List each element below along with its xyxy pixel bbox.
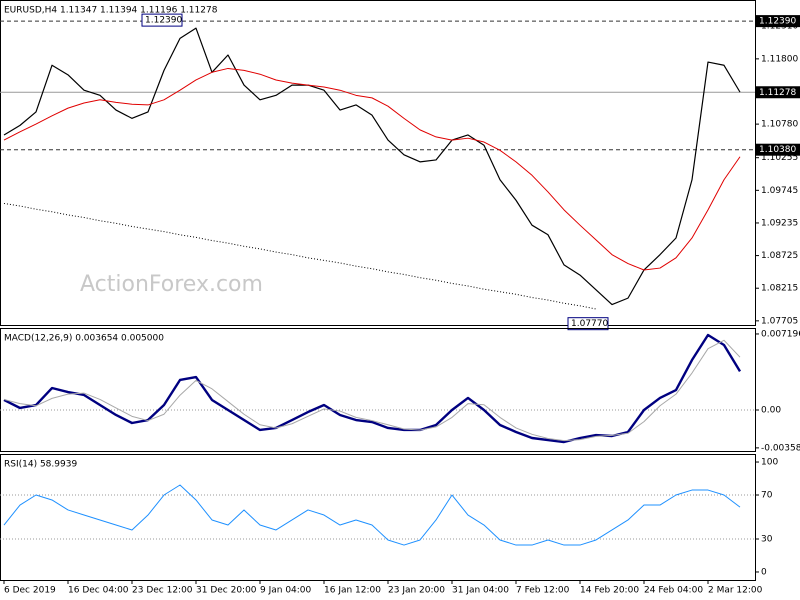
y-tick-label: 0	[761, 567, 767, 577]
y-tick-label: 1.10780	[761, 120, 798, 130]
x-tick-label: 31 Jan 04:00	[452, 586, 509, 596]
x-tick-label: 23 Jan 20:00	[388, 586, 445, 596]
x-tick-label: 2 Mar 12:00	[708, 586, 763, 596]
level-label: 1.10380	[759, 145, 796, 155]
panel-title: MACD(12,26,9) 0.003654 0.005000	[4, 334, 164, 344]
y-tick-label: 30	[761, 534, 773, 544]
annotation: 1.07770	[571, 319, 608, 329]
x-tick-label: 9 Jan 04:00	[260, 586, 312, 596]
series-line	[3, 67, 741, 271]
x-tick-label: 14 Feb 20:00	[580, 586, 639, 596]
level-label: 1.11278	[759, 88, 796, 98]
y-tick-label: 1.10255	[761, 153, 798, 163]
y-tick-label: 1.09745	[761, 186, 798, 196]
y-tick-label: 1.07705	[761, 316, 798, 326]
y-tick-label: 0.00	[761, 406, 781, 416]
series-line	[3, 339, 741, 442]
y-tick-label: 0.007196	[761, 329, 800, 339]
y-tick-label: 70	[761, 491, 773, 501]
annotation-box	[567, 317, 609, 331]
y-tick-label: 1.09235	[761, 218, 798, 228]
x-tick-label: 7 Feb 12:00	[516, 586, 570, 596]
y-tick-label: -0.003585	[761, 443, 800, 453]
panel-title: RSI(14) 58.9939	[4, 460, 77, 470]
series-line	[3, 202, 597, 310]
level-label: 1.12390	[759, 17, 796, 27]
x-tick-label: 16 Dec 04:00	[68, 586, 129, 596]
x-tick-label: 16 Jan 12:00	[324, 586, 381, 596]
series-line	[3, 27, 741, 306]
annotation-box	[141, 13, 183, 27]
level-label-box	[756, 86, 800, 99]
y-tick-label: 100	[761, 458, 778, 468]
panel-frame	[0, 328, 756, 452]
level-label-box	[756, 15, 800, 28]
series-line	[3, 484, 741, 546]
x-tick-label: 6 Dec 2019	[4, 586, 56, 596]
panel-frame	[0, 0, 756, 326]
x-tick-label: 24 Feb 04:00	[644, 586, 703, 596]
x-tick-label: 31 Dec 20:00	[196, 586, 257, 596]
watermark: ActionForex.com	[80, 272, 263, 297]
annotation: 1.12390	[145, 16, 182, 26]
level-label-box	[756, 143, 800, 156]
panel-frame	[0, 454, 756, 581]
panel-title: EURUSD,H4 1.11347 1.11394 1.11196 1.1127…	[4, 6, 218, 16]
x-tick-label: 23 Dec 12:00	[132, 586, 193, 596]
y-tick-label: 1.08725	[761, 251, 798, 261]
y-tick-label: 1.08215	[761, 284, 798, 294]
y-tick-label: 1.11800	[761, 54, 798, 64]
